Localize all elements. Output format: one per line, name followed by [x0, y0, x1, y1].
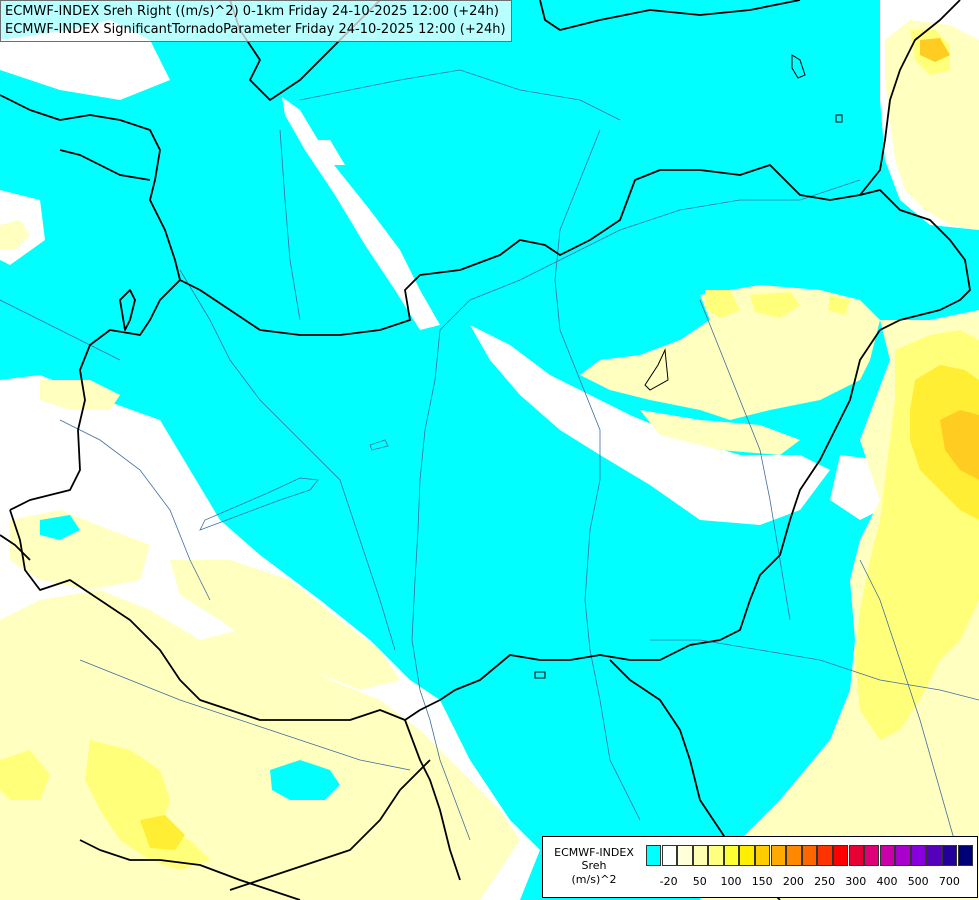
legend-swatch [848, 845, 864, 866]
legend-label: 400 [876, 875, 898, 888]
legend-label: 150 [751, 875, 773, 888]
legend-swatch [708, 845, 724, 866]
legend: ECMWF-INDEX Sreh (m/s)^2 -20 50 100 150 200 2… [542, 836, 978, 898]
title-sreh: ECMWF-INDEX Sreh Right ((m/s)^2) 0-1km F… [5, 4, 499, 19]
legend-label: 700 [938, 875, 960, 888]
lakes [534, 54, 843, 679]
legend-swatch [739, 845, 755, 866]
legend-swatch [817, 845, 833, 866]
legend-swatch [677, 845, 693, 866]
legend-swatch [895, 845, 911, 866]
legend-swatch [864, 845, 880, 866]
legend-swatch [770, 845, 787, 866]
legend-label: 100 [720, 875, 742, 888]
legend-label: 50 [692, 875, 707, 888]
legend-labels: -20 50 100 150 200 250 300 400 500 700 [646, 875, 976, 889]
legend-swatch [832, 845, 849, 866]
legend-swatch [692, 845, 709, 866]
legend-swatch [941, 845, 958, 866]
map-title-box: ECMWF-INDEX Sreh Right ((m/s)^2) 0-1km F… [0, 0, 512, 42]
legend-label: 250 [814, 875, 836, 888]
legend-label: 200 [782, 875, 804, 888]
legend-swatch [879, 845, 896, 866]
title-stp: ECMWF-INDEX SignificantTornadoParameter … [5, 22, 506, 37]
legend-swatch [755, 845, 771, 866]
legend-label: -20 [659, 875, 678, 888]
legend-variable: Sreh [581, 859, 607, 872]
legend-swatch [723, 845, 740, 866]
rivers [0, 69, 979, 861]
legend-color-scale [646, 845, 973, 866]
legend-swatch [910, 845, 927, 866]
legend-swatch [926, 845, 942, 866]
legend-label: 300 [845, 875, 867, 888]
orange-areas [140, 38, 979, 850]
legend-swatch [646, 845, 662, 866]
legend-swatch [661, 845, 677, 866]
legend-swatch [957, 845, 973, 866]
legend-label: 500 [907, 875, 929, 888]
legend-swatch [786, 845, 802, 866]
legend-swatch [801, 845, 818, 866]
legend-product: ECMWF-INDEX [554, 846, 634, 859]
cyan-patches [40, 515, 340, 800]
legend-unit: (m/s)^2 [571, 873, 617, 886]
